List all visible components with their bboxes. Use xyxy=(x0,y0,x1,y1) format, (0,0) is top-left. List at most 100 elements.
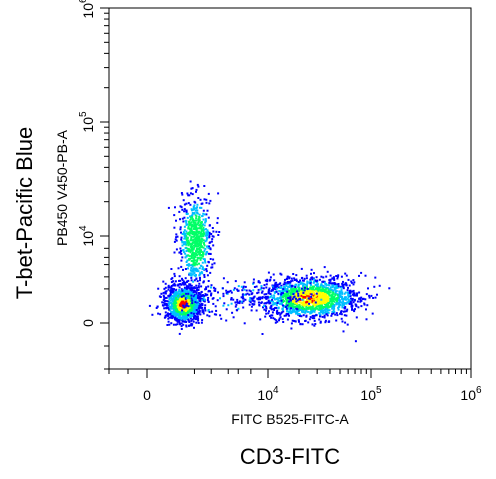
density-point xyxy=(297,284,300,286)
density-point xyxy=(312,303,315,306)
density-point xyxy=(265,305,268,308)
density-point xyxy=(302,300,305,303)
density-point xyxy=(316,284,319,286)
density-point xyxy=(335,286,338,289)
density-point xyxy=(288,302,290,305)
density-point xyxy=(194,269,197,272)
density-point xyxy=(203,268,205,271)
density-point xyxy=(371,312,374,315)
density-point xyxy=(169,305,172,308)
density-point xyxy=(180,192,183,194)
density-point xyxy=(335,303,338,306)
density-point xyxy=(287,300,290,303)
density-point xyxy=(209,199,212,202)
density-point xyxy=(194,259,197,262)
density-point xyxy=(299,313,302,316)
density-point xyxy=(202,251,205,254)
density-point xyxy=(290,284,293,287)
density-point xyxy=(296,312,299,315)
density-point xyxy=(331,298,334,301)
density-point xyxy=(326,302,329,305)
density-point xyxy=(291,300,294,303)
density-point xyxy=(287,293,290,296)
density-point xyxy=(272,300,274,303)
density-point xyxy=(313,278,315,281)
density-point xyxy=(197,319,200,322)
density-point xyxy=(329,300,332,303)
density-point xyxy=(215,309,218,312)
density-point xyxy=(300,294,303,297)
density-point xyxy=(189,245,192,248)
density-point xyxy=(317,289,320,292)
density-point xyxy=(168,308,171,311)
density-point xyxy=(279,316,282,319)
density-point xyxy=(182,282,185,284)
density-point xyxy=(189,251,192,254)
density-point xyxy=(162,299,165,301)
density-point xyxy=(180,325,183,328)
density-point xyxy=(265,307,268,310)
density-point xyxy=(329,274,332,277)
density-point xyxy=(195,270,198,273)
density-point xyxy=(291,303,294,305)
density-point xyxy=(268,310,270,313)
density-point xyxy=(193,227,196,230)
density-point xyxy=(297,292,300,295)
density-point xyxy=(281,295,284,298)
density-point xyxy=(169,296,172,299)
density-point xyxy=(332,303,335,306)
density-point xyxy=(302,291,305,294)
density-point xyxy=(200,285,203,288)
density-point xyxy=(198,249,201,252)
density-point xyxy=(190,297,193,300)
density-point xyxy=(305,291,308,294)
density-point xyxy=(174,290,177,293)
density-point xyxy=(187,248,190,250)
density-point xyxy=(311,291,314,294)
density-point xyxy=(282,300,285,303)
density-point xyxy=(306,300,309,303)
density-point xyxy=(294,289,297,291)
density-point xyxy=(295,297,297,300)
density-point xyxy=(189,283,192,286)
density-point xyxy=(353,294,356,297)
density-point xyxy=(287,306,290,309)
density-point xyxy=(295,278,298,281)
density-point xyxy=(167,286,170,289)
density-point xyxy=(344,310,346,313)
density-point xyxy=(335,312,338,315)
density-point xyxy=(182,301,185,304)
density-point xyxy=(338,303,341,306)
density-point xyxy=(285,301,288,304)
density-point xyxy=(169,309,172,312)
density-point xyxy=(208,234,211,237)
density-point xyxy=(348,292,351,295)
density-point xyxy=(173,297,176,300)
density-point xyxy=(200,240,203,243)
density-point xyxy=(197,307,200,310)
density-point xyxy=(282,290,285,293)
density-points xyxy=(148,180,391,343)
density-point xyxy=(194,228,197,231)
density-point xyxy=(197,310,200,313)
density-point xyxy=(203,249,206,252)
density-point xyxy=(191,318,194,321)
density-point xyxy=(259,296,262,299)
density-point xyxy=(198,292,201,295)
density-point xyxy=(294,279,296,281)
density-point xyxy=(188,231,191,234)
density-point xyxy=(180,252,183,255)
density-point xyxy=(292,310,295,313)
density-point xyxy=(255,285,258,288)
density-point xyxy=(170,290,173,293)
density-point xyxy=(340,317,343,320)
density-point xyxy=(296,290,299,293)
density-point xyxy=(180,259,183,262)
density-point xyxy=(222,292,225,295)
density-point xyxy=(173,282,176,285)
density-point xyxy=(166,313,169,316)
density-point xyxy=(202,232,205,235)
density-point xyxy=(180,236,183,239)
density-point xyxy=(205,213,208,216)
density-point xyxy=(308,295,310,298)
